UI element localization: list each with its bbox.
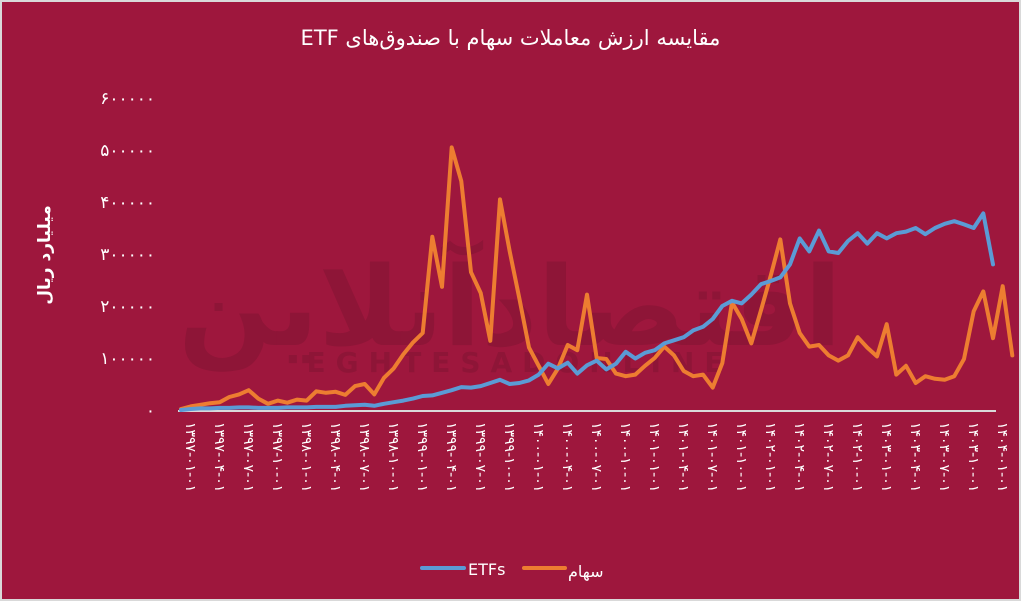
y-tick-label: ۱۰۰۰۰۰ [100, 349, 155, 369]
x-tick-label: ۱۴۰۳-۱۰-۰۱ [965, 422, 981, 492]
x-tick-label: ۱۳۹۸-۱۰-۰۱ [385, 422, 401, 492]
x-tick-label: ۱۴۰۳-۰۴-۰۱ [907, 422, 923, 492]
x-tick-label: ۱۳۹۹-۱۰-۰۱ [501, 422, 517, 492]
x-tick-label: ۱۳۹۸-۰۱-۰۱ [298, 422, 314, 492]
x-tick-label: ۱۳۹۹-۰۴-۰۱ [443, 422, 459, 492]
legend-label-etfs: ETFs [468, 560, 505, 579]
x-tick-label: ۱۴۰۱-۰۱-۰۱ [646, 422, 662, 492]
x-tick-label: ۱۴۰۱-۰۷-۰۱ [704, 422, 720, 492]
y-tick-label: ۶۰۰۰۰۰ [100, 89, 155, 109]
series-line-stocks [179, 145, 1015, 411]
x-tick-label: ۱۳۹۹-۰۱-۰۱ [414, 422, 430, 492]
x-tick-label: ۱۳۹۸-۰۴-۰۱ [327, 422, 343, 492]
x-tick-label: ۱۴۰۰-۰۴-۰۱ [559, 422, 575, 492]
x-tick-label: ۱۴۰۳-۰۱-۰۱ [878, 422, 894, 492]
y-axis-label: میلیارد ریال [35, 205, 55, 304]
x-tick-label: ۱۴۰۱-۰۴-۰۱ [675, 422, 691, 492]
x-tick-label: ۱۴۰۲-۰۷-۰۱ [820, 422, 836, 492]
chart-title: مقایسه ارزش معاملات سهام با صندوق‌های ET… [300, 26, 721, 50]
x-tick-label: ۱۴۰۰-۱۰-۰۱ [617, 422, 633, 492]
x-tick-label: ۱۴۰۳-۰۷-۰۱ [936, 422, 952, 492]
x-tick-label: ۱۴۰۲-۰۱-۰۱ [762, 422, 778, 492]
x-tick-label: ۱۳۹۷-۱۰-۰۱ [269, 422, 285, 492]
series-line-etfs [179, 211, 995, 412]
x-tick-label: ۱۳۹۷-۰۷-۰۱ [240, 422, 256, 492]
legend-label-stocks: سهام [568, 562, 604, 582]
x-tick-label: ۱۳۹۷-۰۱-۰۱ [182, 422, 198, 492]
y-tick-label: ۵۰۰۰۰۰ [100, 141, 155, 161]
x-tick-label: ۱۴۰۰-۰۱-۰۱ [530, 422, 546, 492]
x-tick-label: ۱۳۹۷-۰۴-۰۱ [211, 422, 227, 492]
x-tick-label: ۱۴۰۴-۰۱-۰۱ [994, 422, 1010, 492]
y-tick-label: ۳۰۰۰۰۰ [100, 245, 155, 265]
x-tick-label: ۱۴۰۲-۰۴-۰۱ [791, 422, 807, 492]
y-tick-label: ۰ [146, 401, 155, 421]
x-tick-label: ۱۴۰۲-۱۰-۰۱ [849, 422, 865, 492]
x-tick-label: ۱۳۹۸-۰۷-۰۱ [356, 422, 372, 492]
y-tick-label: ۴۰۰۰۰۰ [100, 193, 155, 213]
x-tick-label: ۱۳۹۹-۰۷-۰۱ [472, 422, 488, 492]
x-tick-label: ۱۴۰۱-۱۰-۰۱ [733, 422, 749, 492]
x-tick-label: ۱۴۰۰-۰۷-۰۱ [588, 422, 604, 492]
y-tick-label: ۲۰۰۰۰۰ [100, 297, 155, 317]
